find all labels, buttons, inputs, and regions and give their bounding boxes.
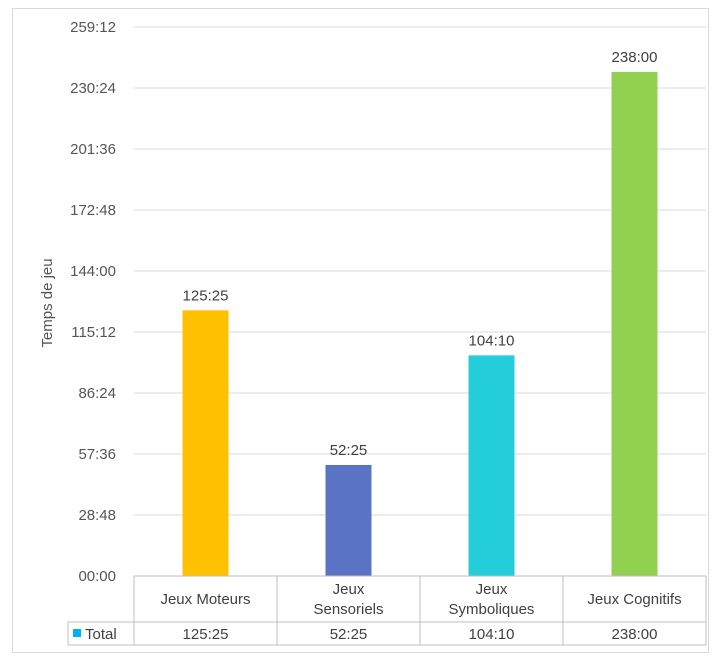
- category-label: Jeux: [476, 581, 508, 598]
- legend-label: Total: [85, 626, 117, 643]
- category-label: Jeux Moteurs: [160, 591, 250, 608]
- table-value: 238:00: [612, 626, 658, 643]
- data-label: 52:25: [330, 442, 368, 459]
- category-label: Jeux: [333, 581, 365, 598]
- y-tick-label: 230:24: [70, 80, 116, 97]
- y-axis-label: Temps de jeu: [39, 258, 56, 347]
- category-label: Sensoriels: [313, 601, 383, 618]
- y-tick-label: 144:00: [70, 263, 116, 280]
- y-tick-label: 00:00: [78, 568, 116, 585]
- bar: [182, 310, 229, 576]
- y-tick-label: 172:48: [70, 202, 116, 219]
- data-table: Jeux Moteurs 125:25 Jeux Sensoriels 52:25 Jeu…: [67, 575, 707, 646]
- table-value: 52:25: [330, 626, 368, 643]
- y-tick-label: 201:36: [70, 141, 116, 158]
- chart-frame: [12, 8, 709, 653]
- data-label: 238:00: [612, 49, 658, 66]
- category-label: Symboliques: [449, 601, 535, 618]
- table-value: 104:10: [469, 626, 515, 643]
- y-tick-label: 86:24: [78, 385, 116, 402]
- y-axis-ticks: 00:00 28:48 57:36 86:24 115:12 144:00 172:48 20…: [70, 19, 116, 585]
- bar: [325, 464, 372, 576]
- bars: [182, 71, 658, 577]
- legend-swatch: [73, 629, 81, 637]
- y-tick-label: 115:12: [71, 324, 116, 341]
- data-labels: 125:25 52:25 104:10 238:00: [183, 49, 658, 459]
- category-label: Jeux Cognitifs: [587, 591, 681, 608]
- table-value: 125:25: [183, 626, 229, 643]
- y-tick-label: 28:48: [78, 507, 116, 524]
- data-label: 125:25: [183, 287, 229, 304]
- y-tick-label: 259:12: [70, 19, 116, 36]
- bar: [468, 355, 515, 576]
- y-tick-label: 57:36: [78, 446, 116, 463]
- data-label: 104:10: [469, 332, 515, 349]
- bar: [611, 71, 658, 577]
